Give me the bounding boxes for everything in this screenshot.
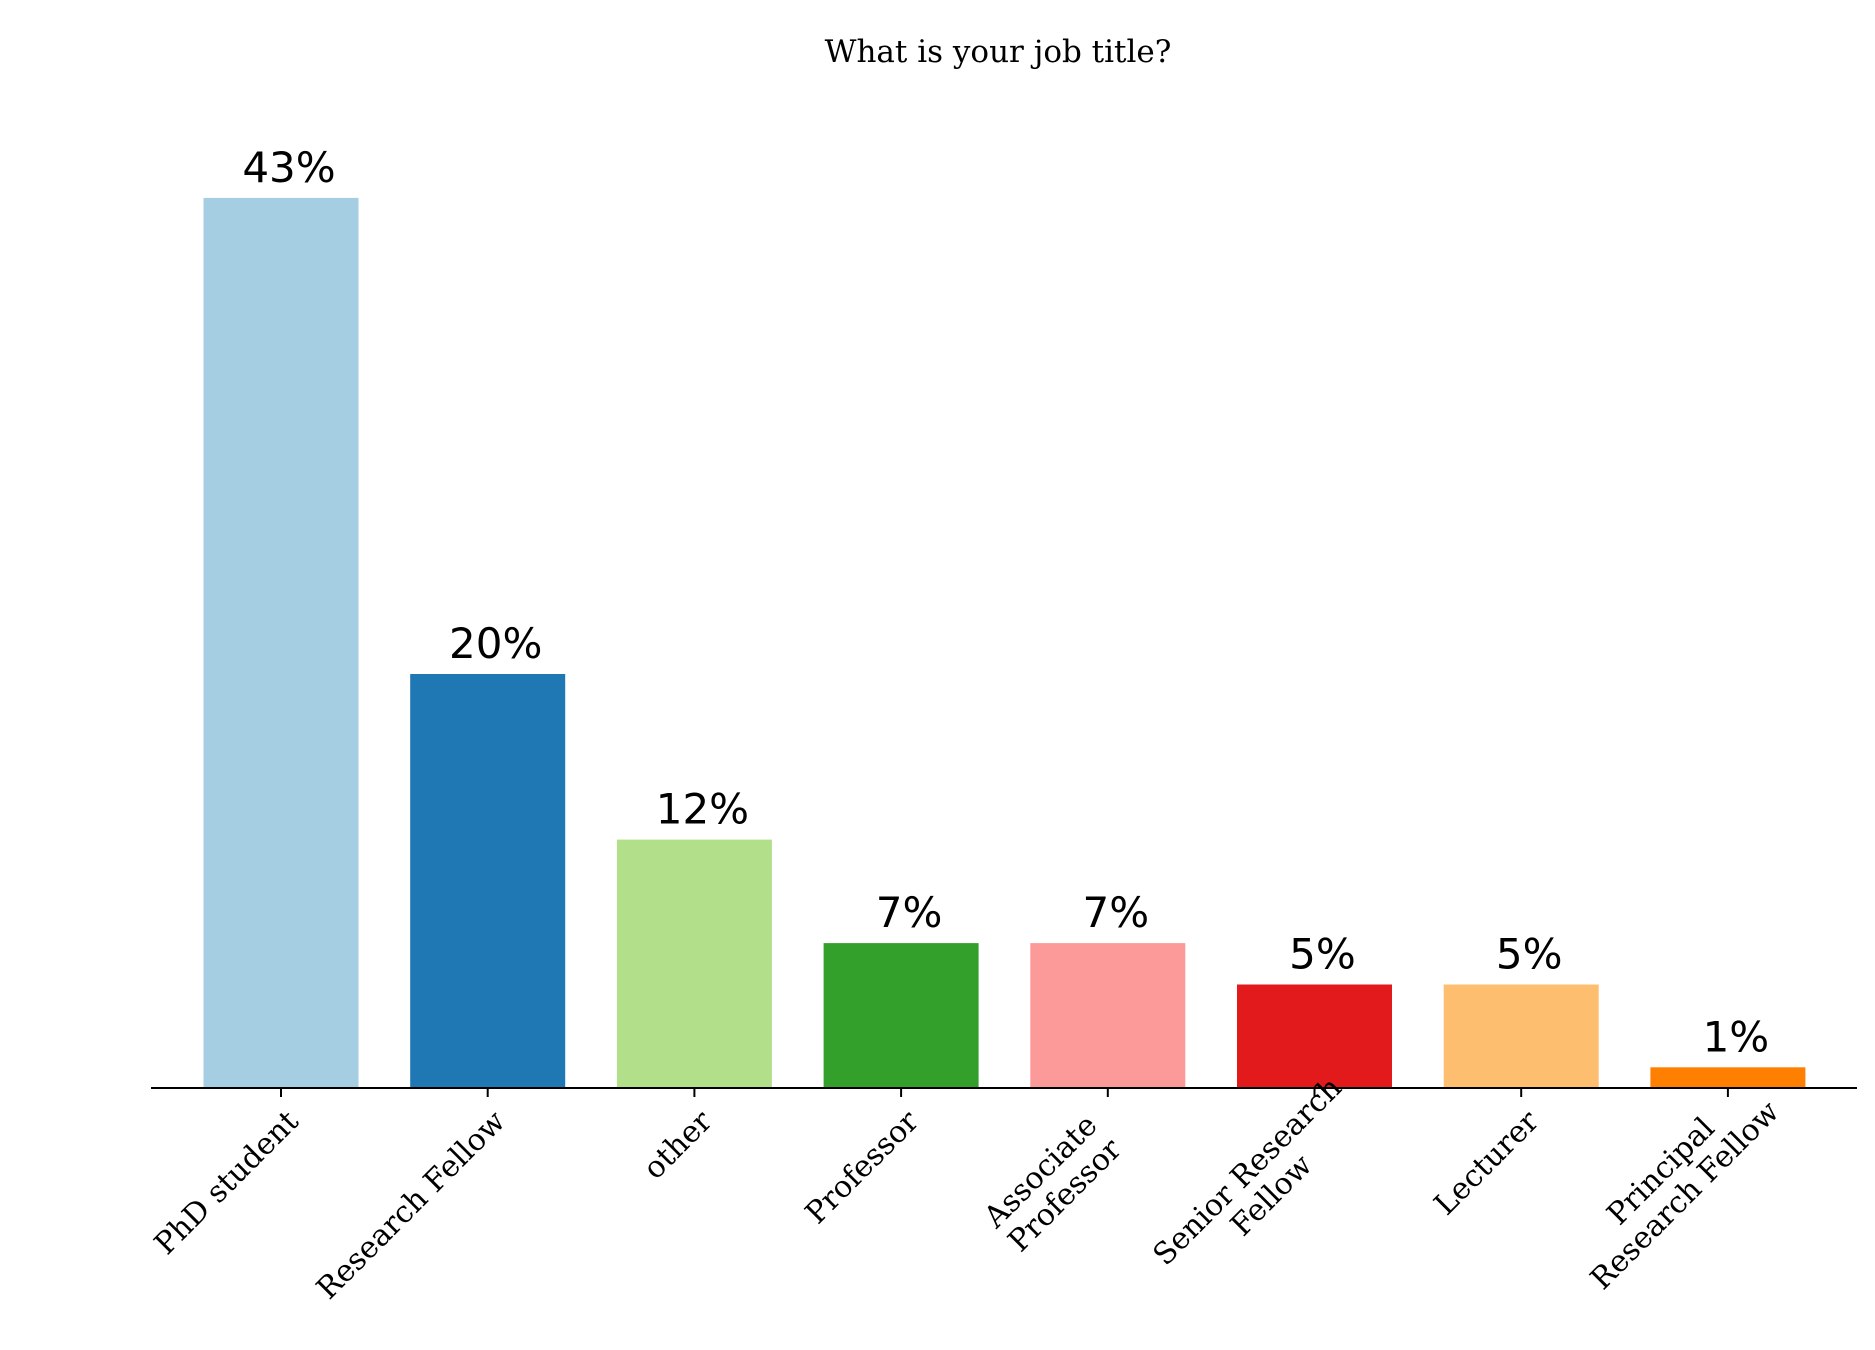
bar-phd-student	[203, 197, 359, 1088]
bar-principal-research-fellow	[1650, 1067, 1806, 1088]
value-label-professor: 7%	[876, 888, 943, 937]
value-label-principal-research-fellow: 1%	[1703, 1012, 1770, 1061]
x-tick-label-research-fellow: Research Fellow	[310, 1104, 513, 1307]
value-labels-layer: 43% 20% 12% 7% 7% 5% 5% 1%	[242, 143, 1769, 1061]
x-tick-label-professor: Professor	[799, 1104, 926, 1231]
bar-other	[616, 839, 772, 1088]
value-label-other: 12%	[656, 785, 749, 834]
value-label-lecturer: 5%	[1496, 930, 1563, 979]
chart-title: What is your job title?	[825, 34, 1172, 70]
value-label-research-fellow: 20%	[449, 619, 542, 668]
value-label-associate-professor: 7%	[1082, 888, 1149, 937]
bars-layer	[203, 197, 1806, 1088]
value-label-phd-student: 43%	[242, 143, 335, 192]
x-tick-label-phd-student: PhD student	[148, 1104, 306, 1262]
x-tick-label-line: Professor	[799, 1104, 926, 1231]
x-tick-label-line: PhD student	[148, 1104, 306, 1262]
x-tick-label-line: other	[637, 1104, 720, 1187]
bar-associate-professor	[1030, 943, 1186, 1088]
value-label-senior-research-fellow: 5%	[1289, 930, 1356, 979]
x-tick-label-line: Lecturer	[1428, 1104, 1547, 1223]
bar-senior-research-fellow	[1237, 984, 1392, 1088]
x-tick-label-line: Research Fellow	[310, 1104, 513, 1307]
bar-research-fellow	[410, 674, 566, 1088]
bar-lecturer	[1443, 984, 1599, 1088]
bar-professor	[823, 943, 979, 1088]
x-tick-label-lecturer: Lecturer	[1428, 1104, 1547, 1223]
ticks-layer	[280, 1088, 1729, 1097]
tick-labels-layer: PhD student Research Fellow other Professor…	[148, 1070, 1787, 1306]
x-tick-label-other: other	[637, 1104, 720, 1187]
